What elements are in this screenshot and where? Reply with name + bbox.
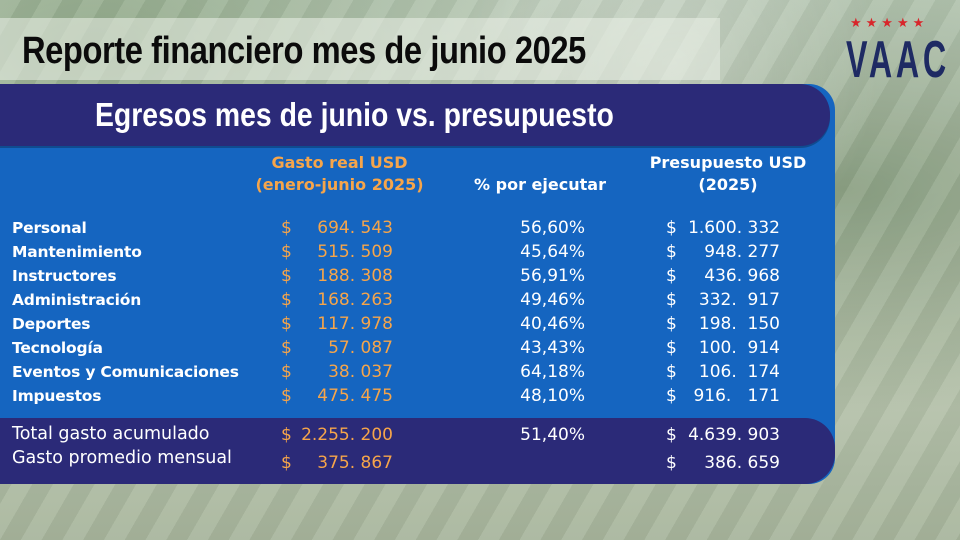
table-panel [0,84,835,484]
row-pct: 64,18% [520,362,585,382]
row-category: Administración [12,291,142,309]
row-presupuesto: 1.600. 332 [688,218,780,238]
row-pct: 40,46% [520,314,585,334]
header-por-ejecutar: % por ejecutar [474,175,606,194]
average-presupuesto: 386. 659 [704,453,780,473]
total-presupuesto: 4.639. 903 [688,425,780,445]
title-band [0,18,720,80]
currency-sign: $ [281,362,292,382]
currency-sign: $ [281,242,292,262]
header-pres-line2: (2025) [698,175,758,194]
row-presupuesto: 332. 917 [698,290,780,310]
header-gasto-line2: (enero-junio 2025) [255,175,424,194]
currency-sign: $ [666,338,677,358]
table-row: Administración $ 168. 263 49,46% $ 332. … [0,289,835,313]
page-title: Reporte financiero mes de junio 2025 [22,30,586,72]
row-gasto: 188. 308 [317,266,393,286]
header-gasto-real: Gasto real USD (enero-junio 2025) [242,152,437,196]
subtitle-bar [0,84,830,146]
logo-stars: ★★★★★ [850,16,929,31]
row-category: Instructores [12,267,117,285]
table-row: Eventos y Comunicaciones $ 38. 037 64,18… [0,361,835,385]
currency-sign: $ [666,266,677,286]
section-subtitle: Egresos mes de junio vs. presupuesto [95,96,614,133]
row-gasto: 38. 037 [328,362,393,382]
currency-sign: $ [666,425,677,445]
currency-sign: $ [281,290,292,310]
row-category: Impuestos [12,387,102,405]
total-pct: 51,40% [520,425,585,445]
row-category: Deportes [12,315,91,333]
header-presupuesto: Presupuesto USD (2025) [628,152,828,196]
row-category: Tecnología [12,339,103,357]
row-pct: 45,64% [520,242,585,262]
row-presupuesto: 436. 968 [704,266,780,286]
currency-sign: $ [281,386,292,406]
table-row: Instructores $ 188. 308 56,91% $ 436. 96… [0,265,835,289]
row-category: Personal [12,219,87,237]
table-row: Impuestos $ 475. 475 48,10% $ 916. 171 [0,385,835,409]
vaac-logo: ★★★★★ VAAC [842,16,948,92]
row-gasto: 57. 087 [328,338,393,358]
currency-sign: $ [666,386,677,406]
row-gasto: 515. 509 [317,242,393,262]
header-pres-line1: Presupuesto USD [649,153,807,172]
currency-sign: $ [281,314,292,334]
row-category: Mantenimiento [12,243,142,261]
total-row: Total gasto acumulado $ 2.255. 200 51,40… [0,424,835,448]
row-presupuesto: 100. 914 [698,338,780,358]
currency-sign: $ [281,266,292,286]
currency-sign: $ [666,242,677,262]
currency-sign: $ [281,425,292,445]
currency-sign: $ [666,314,677,334]
currency-sign: $ [281,338,292,358]
average-gasto: 375. 867 [317,453,393,473]
row-gasto: 117. 978 [317,314,393,334]
row-pct: 56,91% [520,266,585,286]
currency-sign: $ [666,290,677,310]
row-pct: 48,10% [520,386,585,406]
header-gasto-line1: Gasto real USD [271,153,408,172]
currency-sign: $ [666,362,677,382]
row-presupuesto: 948. 277 [704,242,780,262]
table-row: Tecnología $ 57. 087 43,43% $ 100. 914 [0,337,835,361]
row-presupuesto: 916. 171 [693,386,780,406]
totals-bar [0,418,835,484]
row-pct: 56,60% [520,218,585,238]
currency-sign: $ [666,453,677,473]
row-pct: 43,43% [520,338,585,358]
row-pct: 49,46% [520,290,585,310]
table-row: Deportes $ 117. 978 40,46% $ 198. 150 [0,313,835,337]
row-presupuesto: 106. 174 [698,362,780,382]
currency-sign: $ [281,453,292,473]
row-category: Eventos y Comunicaciones [12,363,239,381]
currency-sign: $ [281,218,292,238]
logo-text: VAAC [846,31,950,89]
row-gasto: 168. 263 [317,290,393,310]
total-gasto: 2.255. 200 [301,425,393,445]
average-label: Gasto promedio mensual [12,448,232,468]
average-row: Gasto promedio mensual $ 375. 867 $ 386.… [0,448,835,473]
total-label: Total gasto acumulado [12,424,210,444]
table-row: Mantenimiento $ 515. 509 45,64% $ 948. 2… [0,241,835,265]
row-presupuesto: 198. 150 [698,314,780,334]
row-gasto: 475. 475 [317,386,393,406]
currency-sign: $ [666,218,677,238]
row-gasto: 694. 543 [317,218,393,238]
table-row: Personal $ 694. 543 56,60% $ 1.600. 332 [0,217,835,241]
